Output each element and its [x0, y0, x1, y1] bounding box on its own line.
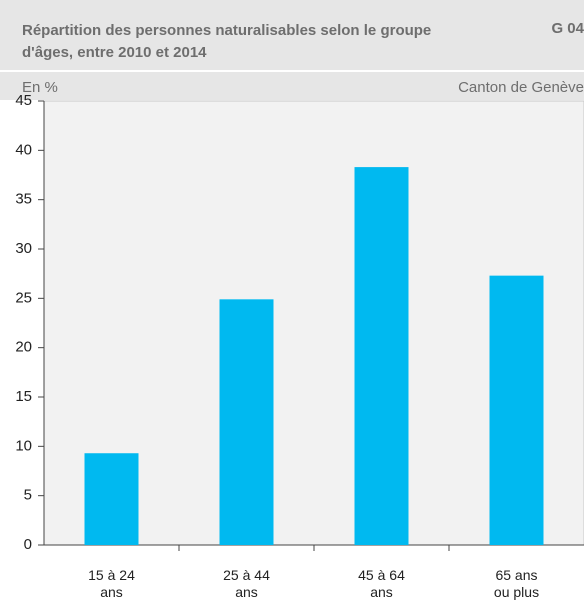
bar	[354, 167, 409, 545]
region: Canton de Genève	[458, 79, 584, 96]
y-tick-label: 5	[24, 487, 32, 504]
bar	[84, 453, 139, 545]
chart-id: G 04	[551, 20, 584, 37]
header: Répartition des personnes naturalisables…	[0, 0, 584, 100]
bar	[219, 299, 274, 545]
separator	[0, 70, 584, 72]
y-tick-label: 25	[15, 289, 32, 306]
subtitle: En %	[22, 79, 58, 96]
x-tick-label: 15 à 24 ans	[88, 567, 135, 600]
x-tick-label: 25 à 44 ans	[223, 567, 270, 600]
y-tick-label: 35	[15, 191, 32, 208]
y-tick-label: 20	[15, 339, 32, 356]
y-tick-label: 0	[24, 536, 32, 553]
bar	[489, 275, 544, 545]
y-tick-label: 15	[15, 388, 32, 405]
y-tick-label: 40	[15, 141, 32, 158]
y-tick-label: 45	[15, 92, 32, 109]
x-tick-label: 45 à 64 ans	[358, 567, 405, 600]
y-tick-label: 10	[15, 437, 32, 454]
y-tick-label: 30	[15, 240, 32, 257]
chart-title: Répartition des personnes naturalisables…	[22, 22, 432, 61]
x-tick-label: 65 ans ou plus	[493, 567, 540, 600]
